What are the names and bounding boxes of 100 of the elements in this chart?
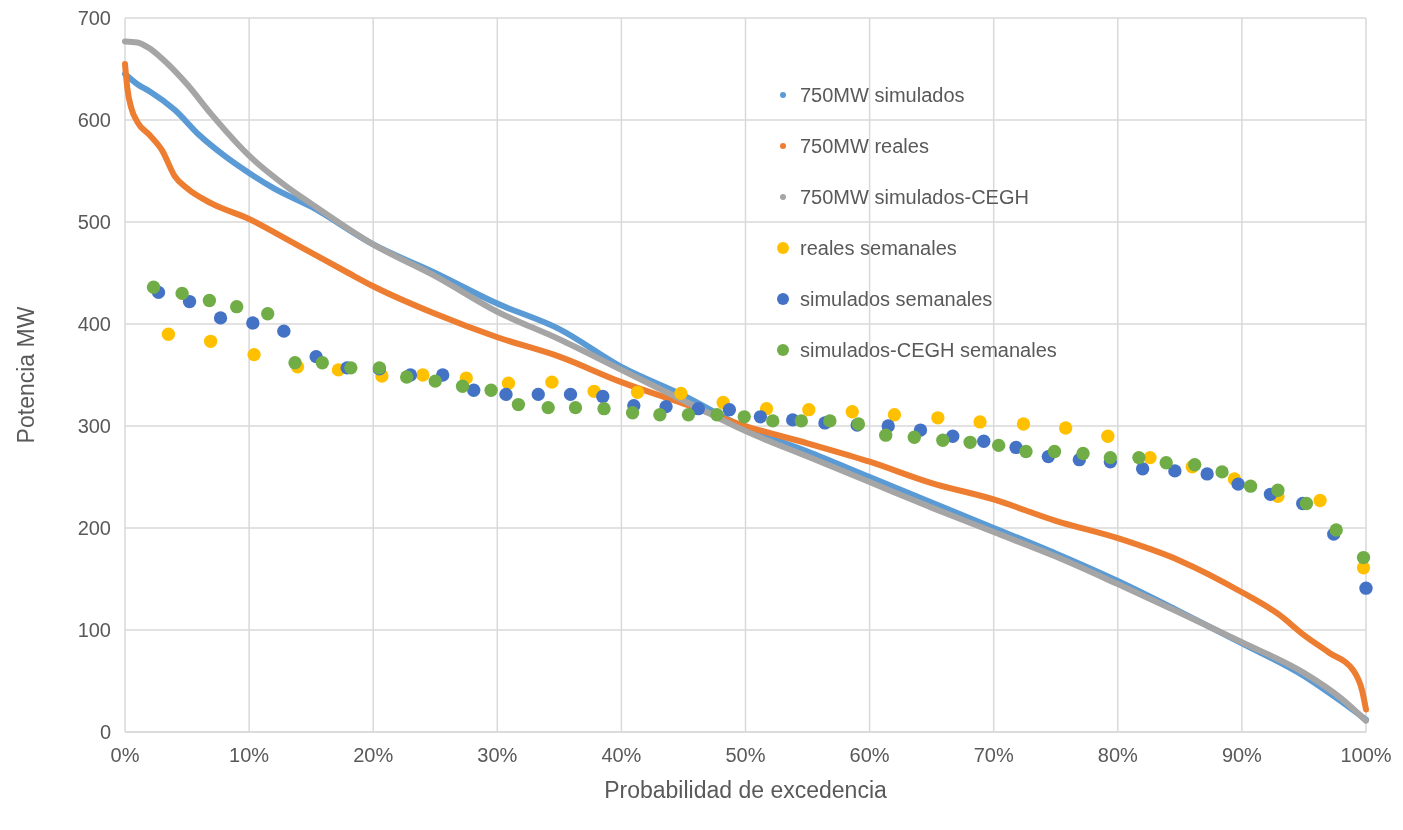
point xyxy=(596,389,610,404)
point xyxy=(213,311,228,325)
point xyxy=(1143,450,1157,465)
point xyxy=(1103,450,1118,465)
point xyxy=(531,387,545,402)
point xyxy=(501,376,516,390)
point xyxy=(230,300,244,314)
x-tick-label: 60% xyxy=(849,744,890,766)
point xyxy=(1356,550,1371,565)
point xyxy=(766,414,780,428)
point xyxy=(681,408,696,422)
point xyxy=(400,370,414,384)
point xyxy=(1329,523,1343,537)
x-tick-label: 10% xyxy=(229,744,270,766)
point xyxy=(963,435,977,449)
y-tick-label: 0 xyxy=(99,721,111,743)
point xyxy=(261,307,275,321)
point xyxy=(887,408,902,422)
point xyxy=(1215,465,1229,479)
point xyxy=(977,434,991,448)
point xyxy=(936,433,950,447)
point xyxy=(1047,444,1062,459)
point xyxy=(722,403,737,417)
point xyxy=(1016,417,1031,431)
point xyxy=(146,280,161,294)
point xyxy=(247,347,261,362)
x-tick-label: 40% xyxy=(601,744,642,766)
point xyxy=(315,356,329,370)
point xyxy=(630,385,645,399)
point xyxy=(416,368,430,382)
point xyxy=(182,294,197,309)
point xyxy=(794,414,809,428)
point xyxy=(1271,483,1285,497)
point xyxy=(845,405,859,419)
point xyxy=(1313,493,1327,508)
point xyxy=(1076,446,1090,461)
point xyxy=(568,400,583,415)
point xyxy=(1359,581,1373,595)
point xyxy=(991,438,1006,453)
point xyxy=(1101,429,1115,443)
x-tick-label: 0% xyxy=(110,744,140,766)
point xyxy=(428,374,442,388)
point xyxy=(1200,467,1214,481)
point xyxy=(710,408,724,422)
point xyxy=(246,316,260,330)
legend-label: reales semanales xyxy=(800,237,957,259)
point xyxy=(973,415,987,429)
point xyxy=(691,402,706,416)
point xyxy=(879,428,893,442)
legend-label: 750MW simulados-CEGH xyxy=(800,186,1029,208)
point xyxy=(653,408,667,422)
point xyxy=(931,411,945,425)
point xyxy=(467,383,481,397)
point xyxy=(802,403,816,417)
point xyxy=(499,387,513,402)
y-tick-label: 400 xyxy=(77,313,111,335)
point xyxy=(175,286,189,301)
point xyxy=(161,327,176,341)
x-tick-label: 90% xyxy=(1221,744,1263,766)
point xyxy=(545,375,559,389)
point xyxy=(1168,464,1182,478)
point xyxy=(737,410,751,424)
point xyxy=(625,406,640,420)
legend-label: simulados semanales xyxy=(800,288,993,310)
legend-label: simulados-CEGH semanales xyxy=(800,339,1057,361)
x-tick-label: 70% xyxy=(973,744,1014,766)
point xyxy=(674,386,688,401)
y-axis-title: Potencia MW xyxy=(13,306,39,444)
point xyxy=(484,383,498,397)
legend-label: 750MW reales xyxy=(800,135,929,157)
x-tick-label: 20% xyxy=(353,744,394,766)
x-axis-title: Probabilidad de excedencia xyxy=(604,777,887,803)
y-tick-label: 300 xyxy=(77,415,111,437)
point xyxy=(203,334,218,348)
y-tick-label: 100 xyxy=(77,619,111,641)
x-tick-label: 80% xyxy=(1097,744,1139,766)
point xyxy=(511,397,526,412)
x-tick-label: 100% xyxy=(1340,744,1392,766)
point xyxy=(202,293,217,308)
point xyxy=(1243,479,1258,493)
point xyxy=(753,410,768,424)
x-tick-label: 30% xyxy=(477,744,518,766)
point xyxy=(907,430,921,444)
point xyxy=(455,379,470,393)
point xyxy=(1135,462,1150,476)
y-tick-label: 200 xyxy=(77,517,111,539)
x-tick-label: 50% xyxy=(725,744,766,766)
point xyxy=(1132,450,1146,465)
point xyxy=(277,324,291,338)
legend-label: 750MW simulados xyxy=(800,84,965,106)
y-tick-label: 500 xyxy=(77,211,111,233)
y-tick-label: 600 xyxy=(77,109,111,131)
point xyxy=(1159,456,1173,470)
point xyxy=(344,361,358,375)
point xyxy=(563,387,578,402)
point xyxy=(597,402,611,416)
point xyxy=(823,414,837,428)
point xyxy=(288,356,302,370)
point xyxy=(1231,477,1245,491)
point xyxy=(541,400,555,415)
